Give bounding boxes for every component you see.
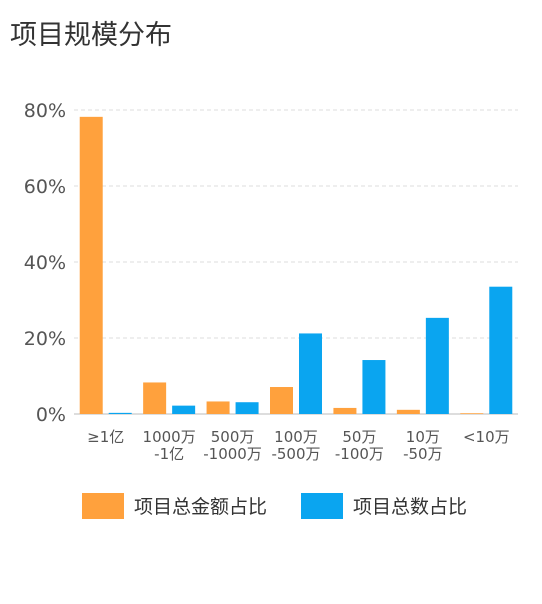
legend: 项目总金额占比 项目总数占比: [82, 492, 501, 519]
bar-amount[interactable]: [143, 382, 167, 414]
y-tick-label: 40%: [24, 252, 66, 274]
x-tick-label: 10万-50万: [403, 428, 443, 463]
page-title: 项目规模分布: [10, 20, 172, 51]
bar-amount[interactable]: [79, 116, 103, 414]
grid-lines: [74, 109, 518, 415]
legend-item-amount[interactable]: 项目总金额占比: [82, 492, 267, 519]
bars: [79, 116, 513, 414]
x-tick-label: 50万-100万: [335, 428, 384, 463]
legend-swatch-amount: [82, 492, 124, 519]
y-tick-label: 20%: [24, 328, 66, 350]
bar-count[interactable]: [362, 360, 386, 414]
legend-item-count[interactable]: 项目总数占比: [301, 492, 467, 519]
x-tick-label: 100万-500万: [271, 428, 320, 463]
legend-label-count: 项目总数占比: [353, 496, 468, 518]
bar-count[interactable]: [172, 405, 196, 414]
bar-amount[interactable]: [396, 409, 420, 414]
y-tick-label: 0%: [36, 404, 66, 426]
legend-label-amount: 项目总金额占比: [134, 496, 268, 518]
x-tick-label: 500万-1000万: [203, 428, 262, 463]
bar-amount[interactable]: [270, 387, 293, 414]
x-tick-label: ≥1亿: [87, 428, 124, 446]
y-tick-label: 60%: [24, 176, 66, 198]
bar-count[interactable]: [489, 286, 513, 414]
bar-count[interactable]: [108, 412, 132, 414]
bar-count[interactable]: [235, 402, 259, 414]
bar-count[interactable]: [425, 317, 449, 414]
y-axis-ticks: 0% 20% 40% 60% 80%: [24, 100, 66, 426]
x-tick-label: <10万: [463, 428, 510, 446]
bar-amount[interactable]: [460, 413, 484, 414]
y-tick-label: 80%: [24, 100, 66, 122]
bar-count[interactable]: [299, 333, 322, 414]
x-tick-label: 1000万-1亿: [143, 428, 196, 463]
bar-amount[interactable]: [206, 401, 230, 414]
bar-amount[interactable]: [333, 407, 357, 414]
legend-swatch-count: [301, 492, 344, 519]
